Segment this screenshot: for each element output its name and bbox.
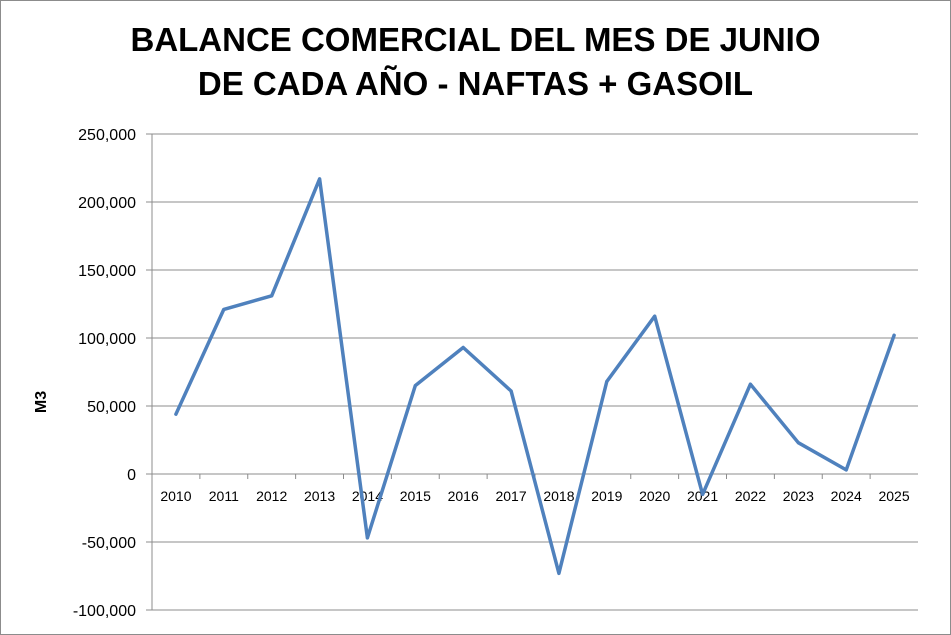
- y-tick-label: 0: [127, 467, 136, 484]
- chart-title-line1: BALANCE COMERCIAL DEL MES DE JUNIO: [130, 21, 821, 58]
- x-tick-label: 2020: [639, 488, 670, 504]
- y-tick-label: -100,000: [73, 603, 136, 620]
- data-point: [844, 468, 848, 472]
- x-tick-label: 2012: [256, 488, 287, 504]
- x-tick-label: 2015: [400, 488, 431, 504]
- x-tick-label: 2016: [448, 488, 479, 504]
- x-tick-label: 2025: [878, 488, 909, 504]
- data-point: [557, 571, 561, 575]
- y-tick-label: -50,000: [82, 535, 136, 552]
- x-tick-label: 2022: [735, 488, 766, 504]
- y-axis-ticks: 250,000 200,000 150,000 100,000 50,000 0 -50,0…: [73, 127, 136, 620]
- series-group: [174, 177, 896, 576]
- data-point: [653, 314, 657, 318]
- y-axis-label: M3: [33, 391, 50, 413]
- y-tick-label: 150,000: [78, 263, 136, 280]
- x-tick-label: 2024: [831, 488, 862, 504]
- y-tick-label: 50,000: [87, 399, 136, 416]
- data-point: [796, 441, 800, 445]
- x-tick-label: 2013: [304, 488, 335, 504]
- gridlines: [146, 133, 918, 611]
- x-axis-ticks: 2010 2011 2012 2013 2014 2015 2016 2017 2018 2019…: [151, 474, 910, 504]
- data-point: [509, 389, 513, 393]
- data-point: [748, 382, 752, 386]
- data-point: [605, 380, 609, 384]
- data-point: [461, 346, 465, 350]
- chart-title-line2: DE CADA AÑO - NAFTAS + GASOIL: [197, 65, 754, 102]
- series-line: [174, 177, 896, 576]
- data-point: [413, 384, 417, 388]
- x-tick-label: 2023: [783, 488, 814, 504]
- data-point: [222, 307, 226, 311]
- data-point: [701, 492, 705, 496]
- data-point: [270, 294, 274, 298]
- data-point: [892, 333, 896, 337]
- y-tick-label: 250,000: [78, 127, 136, 144]
- data-point: [174, 412, 178, 416]
- x-tick-label: 2017: [495, 488, 526, 504]
- y-tick-label: 200,000: [78, 195, 136, 212]
- x-tick-label: 2018: [543, 488, 574, 504]
- chart-title: BALANCE COMERCIAL DEL MES DE JUNIO DE CA…: [0, 18, 951, 106]
- x-tick-label: 2019: [591, 488, 622, 504]
- data-point: [365, 536, 369, 540]
- y-tick-label: 100,000: [78, 331, 136, 348]
- x-tick-label: 2011: [209, 488, 239, 504]
- x-tick-label: 2010: [160, 488, 191, 504]
- data-point: [318, 177, 322, 181]
